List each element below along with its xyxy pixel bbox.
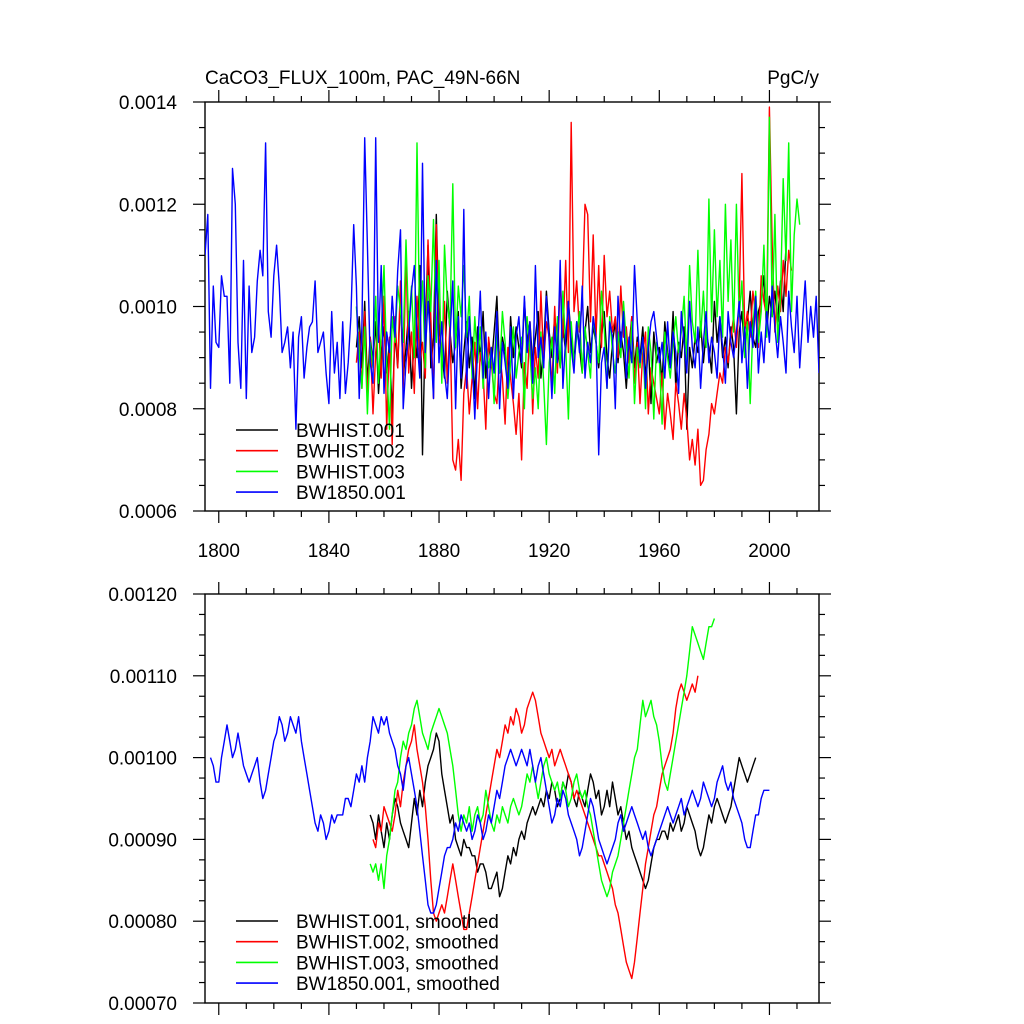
top-x-tick-label: 1880 [418, 541, 460, 562]
top-series-line-4 [205, 137, 819, 456]
bottom-y-tick-label: 0.00070 [108, 994, 177, 1015]
top-y-tick-label: 0.0014 [119, 93, 178, 114]
bottom-legend-label: BWHIST.003, smoothed [296, 953, 499, 974]
bottom-series-group [209, 618, 770, 980]
top-x-tick-label: 1960 [638, 541, 680, 562]
bottom-y-tick-label: 0.00100 [108, 749, 177, 770]
top-x-tick-label: 2000 [748, 541, 790, 562]
top-y-tick-label: 0.0006 [119, 502, 177, 523]
bottom-panel: 0.00070 0.00080 0.00090 0.00100 0.00110 0.001… [108, 582, 831, 1015]
bottom-legend-label: BWHIST.002, smoothed [296, 933, 499, 954]
top-series-line-3 [355, 116, 801, 446]
top-panel: CaCO3_FLUX_100m, PAC_49N-66N PgC/y 1800 1… [119, 68, 831, 562]
top-series-group [205, 106, 819, 487]
top-chart-title: CaCO3_FLUX_100m, PAC_49N-66N [205, 68, 520, 89]
bottom-y-tick-label: 0.00090 [108, 830, 177, 851]
bottom-legend-label: BW1850.001, smoothed [296, 974, 500, 995]
bottom-legend-label: BWHIST.001, smoothed [296, 912, 499, 933]
top-legend-label: BWHIST.002 [296, 442, 405, 463]
top-chart-units: PgC/y [767, 68, 819, 89]
top-y-tick-label: 0.0012 [119, 195, 177, 216]
top-series-line-2 [355, 106, 793, 487]
top-x-tick-label: 1840 [308, 541, 350, 562]
top-y-tick-label: 0.0010 [119, 298, 177, 319]
top-legend-label: BW1850.001 [296, 483, 406, 504]
bottom-y-tick-label: 0.00110 [110, 667, 177, 688]
bottom-y-tick-label: 0.00080 [108, 912, 177, 933]
top-legend-label: BWHIST.001 [296, 421, 405, 442]
top-axes: 1800 1840 1880 1920 1960 2000 0.0006 0.0008 0.00… [119, 90, 831, 562]
top-legend-label: BWHIST.003 [296, 462, 405, 483]
bottom-series-line-3 [369, 618, 716, 898]
bottom-y-tick-label: 0.00120 [108, 585, 177, 606]
top-x-tick-label: 1920 [528, 541, 570, 562]
bottom-series-line-4 [209, 716, 770, 914]
top-x-tick-label: 1800 [198, 541, 240, 562]
top-y-tick-label: 0.0008 [119, 400, 177, 421]
bottom-series-line-2 [372, 675, 699, 980]
bottom-axes: 0.00070 0.00080 0.00090 0.00100 0.00110 0.001… [108, 582, 831, 1015]
